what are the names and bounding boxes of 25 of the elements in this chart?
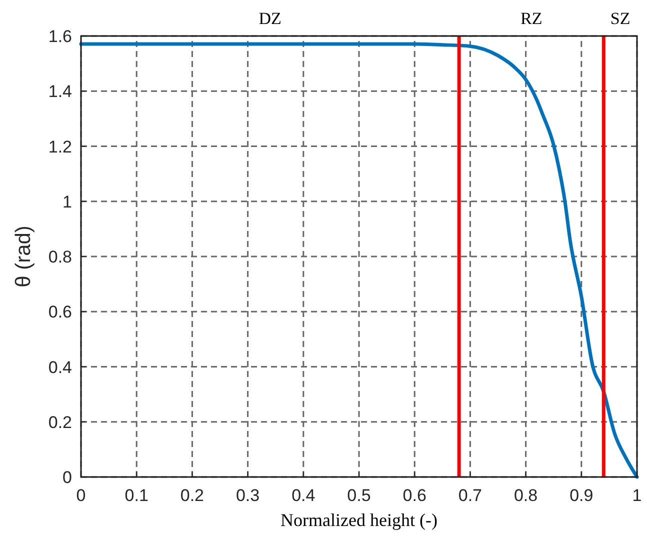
y-tick-label: 1	[62, 192, 72, 212]
x-tick-label: 0.8	[514, 486, 538, 505]
x-tick-label: 0.9	[570, 486, 594, 505]
y-tick-label: 0.6	[48, 302, 72, 322]
x-axis-title: Normalized height (-)	[280, 510, 438, 530]
y-tick-label: 0	[62, 468, 72, 487]
y-tick-label: 1.2	[48, 137, 72, 156]
y-tick-label: 1.4	[48, 82, 72, 102]
x-tick-label: 0.6	[402, 486, 426, 505]
x-tick-label: 0.5	[347, 486, 371, 505]
x-tick-label: 0	[76, 486, 86, 505]
y-tick-label: 0.4	[48, 358, 72, 377]
x-tick-label: 1	[632, 486, 642, 505]
x-tick-label: 0.4	[292, 486, 316, 505]
text: SZ	[610, 9, 630, 28]
x-tick-label: 0.2	[180, 486, 204, 505]
y-tick-label: 0.8	[48, 248, 72, 266]
text: DZ	[258, 9, 282, 28]
y-axis-title: θ (rad)	[12, 226, 35, 288]
x-tick-label: 0.1	[124, 486, 148, 505]
text: RZ	[520, 9, 542, 28]
y-tick-label: 1.6	[48, 27, 72, 46]
x-tick-label: 0.3	[236, 486, 260, 505]
x-tick-label: 0.7	[458, 486, 482, 505]
y-tick-label: 0.2	[48, 412, 72, 432]
